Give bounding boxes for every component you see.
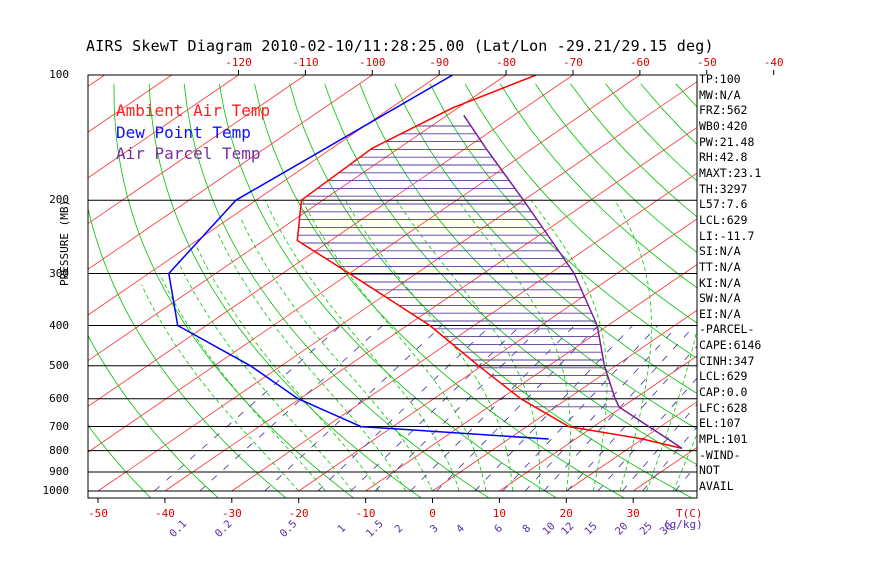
index-entry: LI:-11.7	[699, 229, 754, 243]
mixing-ratio-label: 1.5	[364, 518, 386, 540]
index-entry: -WIND-	[699, 448, 741, 462]
mixing-ratio-label: 8	[520, 522, 533, 535]
index-entry: MW:N/A	[699, 88, 741, 102]
index-entry: LFC:628	[699, 401, 747, 415]
isotherm-line	[0, 75, 573, 491]
mixing-ratio-label: 15	[582, 520, 599, 537]
top-temp-tick-label: -100	[359, 56, 386, 69]
mixing-ratio-line	[154, 325, 341, 491]
isotherm-line	[165, 75, 774, 491]
mixing-ratio-label: 4	[454, 522, 467, 535]
index-entry: L57:7.6	[699, 197, 747, 211]
top-temp-tick-label: -50	[697, 56, 717, 69]
index-entry: TT:N/A	[699, 260, 741, 274]
index-entry: MAXT:23.1	[699, 166, 761, 180]
top-temp-tick-label: -110	[292, 56, 319, 69]
mixing-ratio-line	[475, 325, 633, 491]
index-entry: TH:3297	[699, 182, 747, 196]
index-entry: LCL:629	[699, 369, 747, 383]
pressure-tick-label: 800	[29, 444, 69, 457]
bottom-temp-tick-label: 30	[627, 507, 640, 520]
index-entry: KI:N/A	[699, 276, 741, 290]
mixing-ratio-label: 0.1	[167, 518, 189, 540]
bottom-temp-tick-label: 0	[429, 507, 436, 520]
top-temp-tick-label: -40	[764, 56, 784, 69]
moist-adiabat-line	[218, 233, 406, 491]
pressure-tick-label: 500	[29, 359, 69, 372]
index-entry: PW:21.48	[699, 135, 754, 149]
top-temp-tick-label: -120	[225, 56, 252, 69]
index-entry: NOT	[699, 463, 720, 477]
dry-adiabat-line	[360, 84, 831, 500]
bottom-temp-tick-label: -20	[289, 507, 309, 520]
pressure-tick-label: 100	[29, 68, 69, 81]
top-temp-tick-label: -90	[429, 56, 449, 69]
index-entry: CAPE:6146	[699, 338, 761, 352]
moist-adiabat-line	[197, 248, 379, 491]
mixing-ratio-label: 6	[492, 522, 505, 535]
mixing-ratio-line	[503, 325, 658, 491]
index-entry: EI:N/A	[699, 307, 741, 321]
dry-adiabat-line	[0, 84, 85, 500]
pressure-tick-label: 700	[29, 420, 69, 433]
dry-adiabat-line	[781, 84, 870, 500]
top-temp-tick-label: -80	[496, 56, 516, 69]
mixing-unit-label: (g/kg)	[663, 518, 703, 531]
moist-adiabat-line	[302, 200, 486, 491]
index-entry: WB0:420	[699, 119, 747, 133]
mixing-ratio-label: 20	[613, 520, 630, 537]
chart-title: AIRS SkewT Diagram 2010-02-10/11:28:25.0…	[86, 37, 714, 55]
index-entry: SW:N/A	[699, 291, 741, 305]
index-entry: SI:N/A	[699, 244, 741, 258]
mixing-ratio-line	[318, 325, 491, 491]
index-entry: CAP:0.0	[699, 385, 747, 399]
mixing-ratio-label: 0.5	[278, 518, 300, 540]
legend-entry: Air Parcel Temp	[116, 144, 261, 163]
legend-entry: Ambient Air Temp	[116, 101, 270, 120]
y-axis-label: PRESSURE (MB)	[58, 200, 71, 286]
index-entry: -PARCEL-	[699, 322, 754, 336]
top-temp-tick-label: -60	[630, 56, 650, 69]
mixing-ratio-label: 3	[428, 522, 441, 535]
bottom-temp-tick-label: -40	[155, 507, 175, 520]
pressure-tick-label: 1000	[29, 484, 69, 497]
index-entry: LCL:629	[699, 213, 747, 227]
index-entry: FRZ:562	[699, 103, 747, 117]
index-entry: AVAIL	[699, 479, 734, 493]
bottom-temp-tick-label: -50	[88, 507, 108, 520]
dry-adiabat-line	[816, 84, 870, 500]
bottom-temp-tick-label: -10	[356, 507, 376, 520]
dry-adiabat-line	[0, 84, 17, 500]
isotherm-line	[499, 75, 870, 491]
isotherm-line	[767, 75, 870, 491]
bottom-temp-tick-label: 10	[493, 507, 506, 520]
mixing-ratio-label: 2	[392, 522, 405, 535]
index-entry: MPL:101	[699, 432, 747, 446]
pressure-tick-label: 600	[29, 392, 69, 405]
dry-adiabat-line	[746, 84, 870, 500]
mixing-ratio-label: 10	[540, 520, 557, 537]
mixing-ratio-label: 1	[335, 522, 348, 535]
mixing-ratio-label: 0.2	[213, 518, 235, 540]
isotherm-line	[0, 75, 506, 491]
moist-adiabat-line	[160, 274, 326, 492]
top-temp-tick-label: -70	[563, 56, 583, 69]
index-entry: CINH:347	[699, 354, 754, 368]
mixing-ratio-label: 12	[559, 520, 576, 537]
pressure-tick-label: 900	[29, 465, 69, 478]
isotherm-line	[366, 75, 870, 491]
dry-adiabat-line	[851, 84, 870, 500]
index-entry: TP:100	[699, 72, 741, 86]
bottom-temp-tick-label: 20	[560, 507, 573, 520]
index-entry: EL:107	[699, 416, 741, 430]
pressure-tick-label: 400	[29, 319, 69, 332]
index-entry: RH:42.8	[699, 150, 747, 164]
dry-adiabat-line	[641, 84, 870, 500]
mixing-ratio-label: 25	[637, 520, 654, 537]
legend-entry: Dew Point Temp	[116, 123, 251, 142]
